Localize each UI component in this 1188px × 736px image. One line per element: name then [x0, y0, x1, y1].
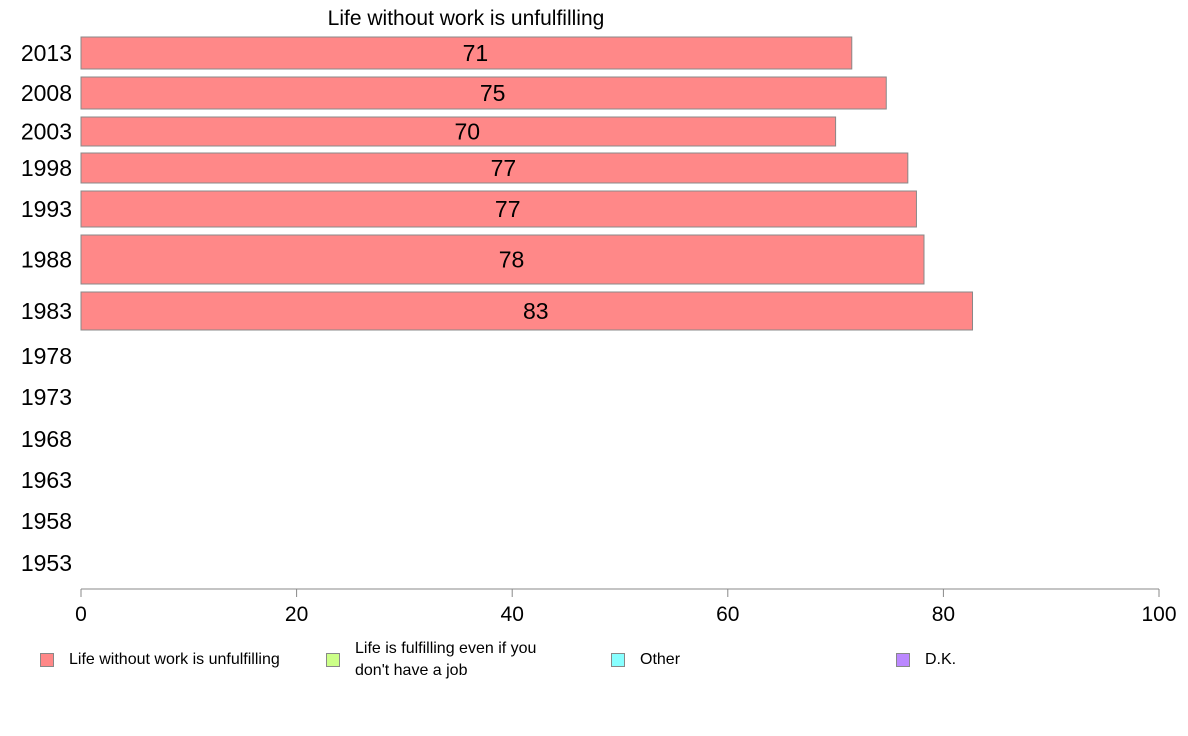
- bar-label-2003: 70: [455, 119, 481, 145]
- legend: Life without work is unfulfilling Life i…: [0, 636, 1188, 696]
- legend-swatch-fulfilling: [326, 653, 340, 667]
- y-tick-label-2003: 2003: [21, 119, 72, 145]
- legend-label-unfulfilling: Life without work is unfulfilling: [69, 651, 280, 668]
- legend-item-fulfilling: Life is fulfilling even if you don't hav…: [326, 636, 540, 682]
- y-tick-label-1963: 1963: [21, 467, 72, 493]
- y-tick-label-1983: 1983: [21, 298, 72, 324]
- bar-label-1988: 78: [499, 247, 525, 273]
- legend-swatch-unfulfilling: [40, 653, 54, 667]
- y-tick-label-1958: 1958: [21, 508, 72, 534]
- x-tick-label-60: 60: [716, 603, 739, 626]
- x-tick-label-80: 80: [932, 603, 955, 626]
- x-tick-label-0: 0: [75, 603, 87, 626]
- bar-label-2013: 71: [463, 40, 489, 66]
- x-tick-label-20: 20: [285, 603, 308, 626]
- y-tick-label-1953: 1953: [21, 550, 72, 576]
- bar-2008: [80, 76, 887, 110]
- bar-1988: [80, 234, 925, 285]
- y-tick-label-1993: 1993: [21, 196, 72, 222]
- legend-item-other: Other: [611, 636, 680, 671]
- y-tick-label-1978: 1978: [21, 343, 72, 369]
- legend-item-dk: D.K.: [896, 636, 956, 671]
- bar-2013: [80, 36, 853, 70]
- bar-label-2008: 75: [480, 80, 506, 106]
- legend-swatch-dk: [896, 653, 910, 667]
- y-tick-label-1968: 1968: [21, 426, 72, 452]
- bar-1998: [80, 152, 909, 184]
- bar-2003: [80, 116, 837, 147]
- x-tick-label-100: 100: [1141, 603, 1176, 626]
- bar-label-1993: 77: [495, 196, 521, 222]
- legend-item-unfulfilling: Life without work is unfulfilling: [40, 636, 280, 671]
- y-tick-label-1998: 1998: [21, 155, 72, 181]
- bar-1993: [80, 190, 917, 228]
- legend-label-dk: D.K.: [925, 651, 957, 668]
- bar-1983: [80, 291, 974, 331]
- legend-swatch-other: [611, 653, 625, 667]
- y-tick-label-2008: 2008: [21, 80, 72, 106]
- legend-label-other: Other: [640, 651, 681, 668]
- chart-title: Life without work is unfulfilling: [327, 7, 605, 30]
- bar-label-1998: 77: [491, 155, 517, 181]
- y-tick-label-1973: 1973: [21, 384, 72, 410]
- bar-label-1983: 83: [523, 298, 549, 324]
- legend-label-fulfilling: Life is fulfilling even if you don't hav…: [355, 640, 537, 679]
- x-tick-label-40: 40: [501, 603, 524, 626]
- y-tick-label-1988: 1988: [21, 247, 72, 273]
- y-tick-label-2013: 2013: [21, 40, 72, 66]
